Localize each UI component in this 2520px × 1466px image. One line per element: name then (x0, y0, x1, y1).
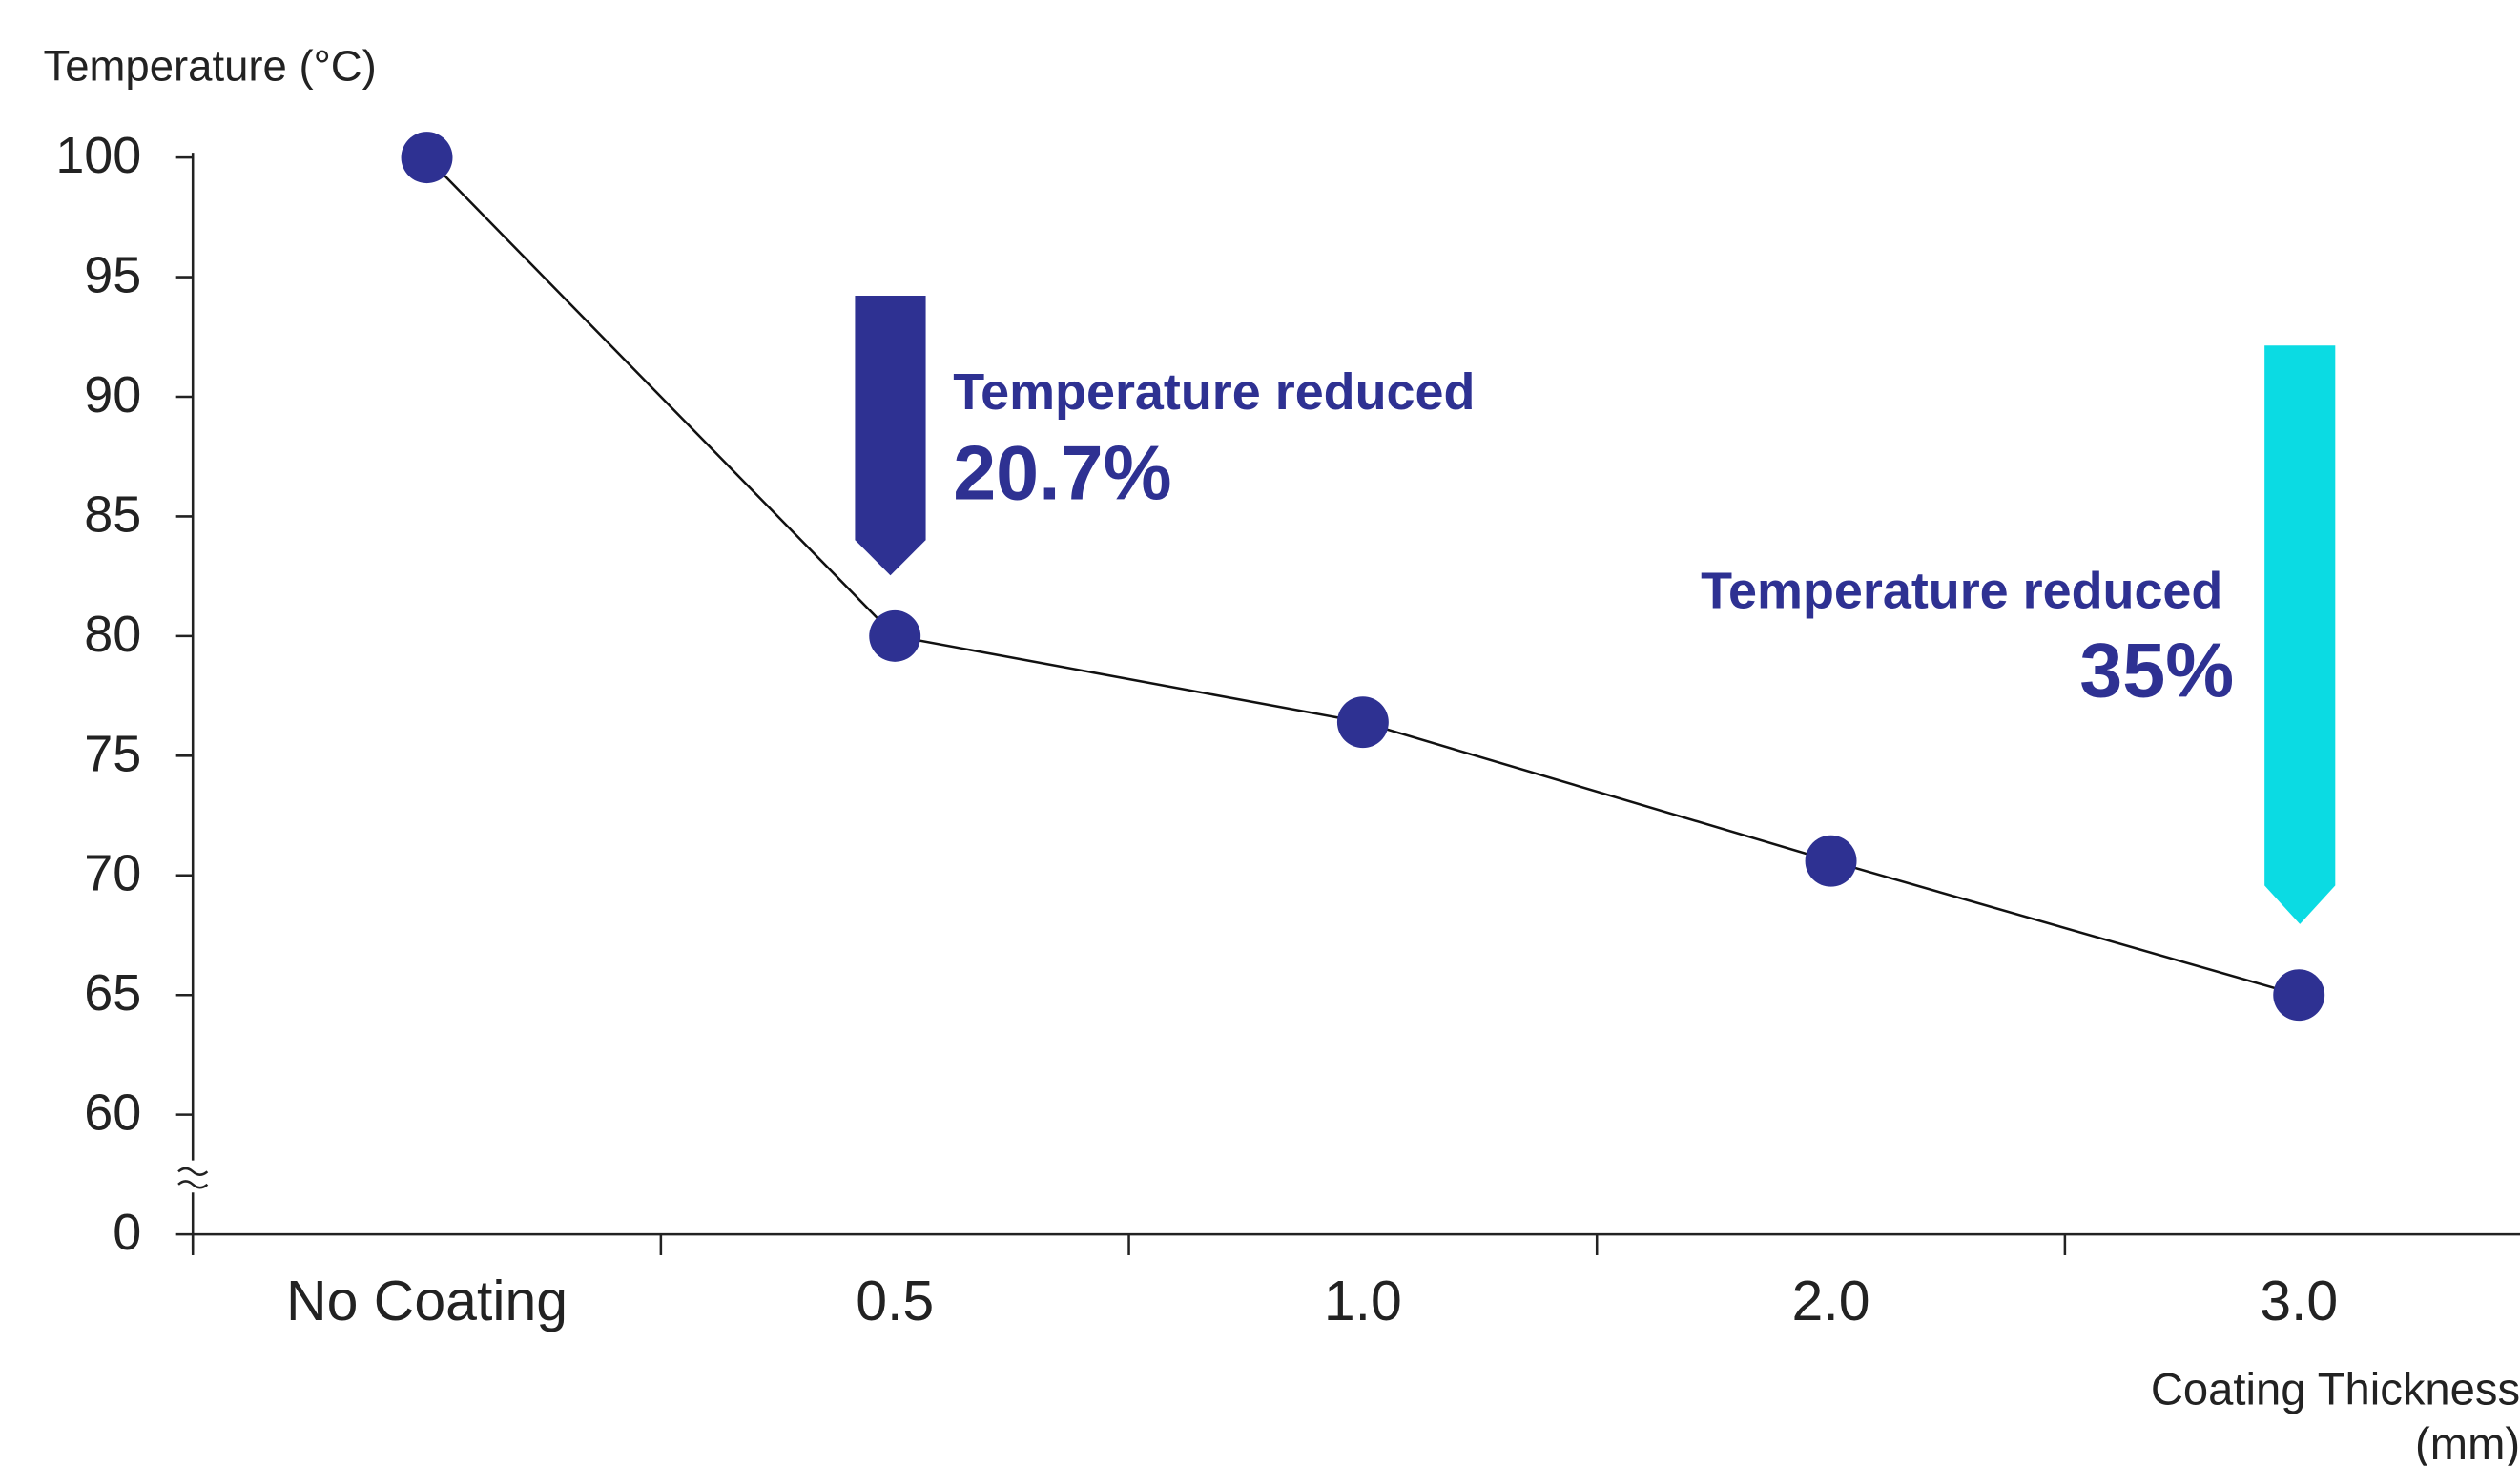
y-axis-label: Temperature (°C) (43, 41, 376, 90)
y-tick-label: 70 (84, 845, 141, 902)
x-tick-label: 3.0 (2260, 1270, 2338, 1332)
y-tick-label: 65 (84, 964, 141, 1022)
y-tick-label: 100 (55, 127, 141, 184)
point (2273, 969, 2325, 1022)
x-tick-label: 2.0 (1792, 1270, 1870, 1332)
arrow (2264, 345, 2336, 924)
point (1805, 835, 1857, 887)
annotation-text: Temperature reduced (1701, 563, 2222, 620)
annotation-value: 35% (2079, 629, 2234, 714)
x-axis-label: Coating Thickness (mm) (2150, 1364, 2520, 1466)
point (1336, 696, 1389, 749)
axis-break (177, 1167, 209, 1189)
annotation-value: 20.7% (953, 430, 1171, 516)
y-tick-label: 85 (84, 485, 141, 543)
y-tick-label: 75 (84, 725, 141, 782)
x-tick-label: 0.5 (856, 1270, 934, 1332)
x-tick-label: No Coating (286, 1270, 568, 1332)
y-tick-label: 60 (84, 1084, 141, 1142)
y-tick-label: 80 (84, 606, 141, 663)
annotation-text: Temperature reduced (953, 363, 1475, 421)
y-tick-label: 90 (84, 366, 141, 423)
arrow (855, 296, 926, 576)
x-tick-label: 1.0 (1324, 1270, 1402, 1332)
point (401, 132, 453, 184)
y-tick-label: 95 (84, 247, 141, 304)
point (869, 609, 921, 662)
y-tick-label: 0 (113, 1204, 141, 1261)
